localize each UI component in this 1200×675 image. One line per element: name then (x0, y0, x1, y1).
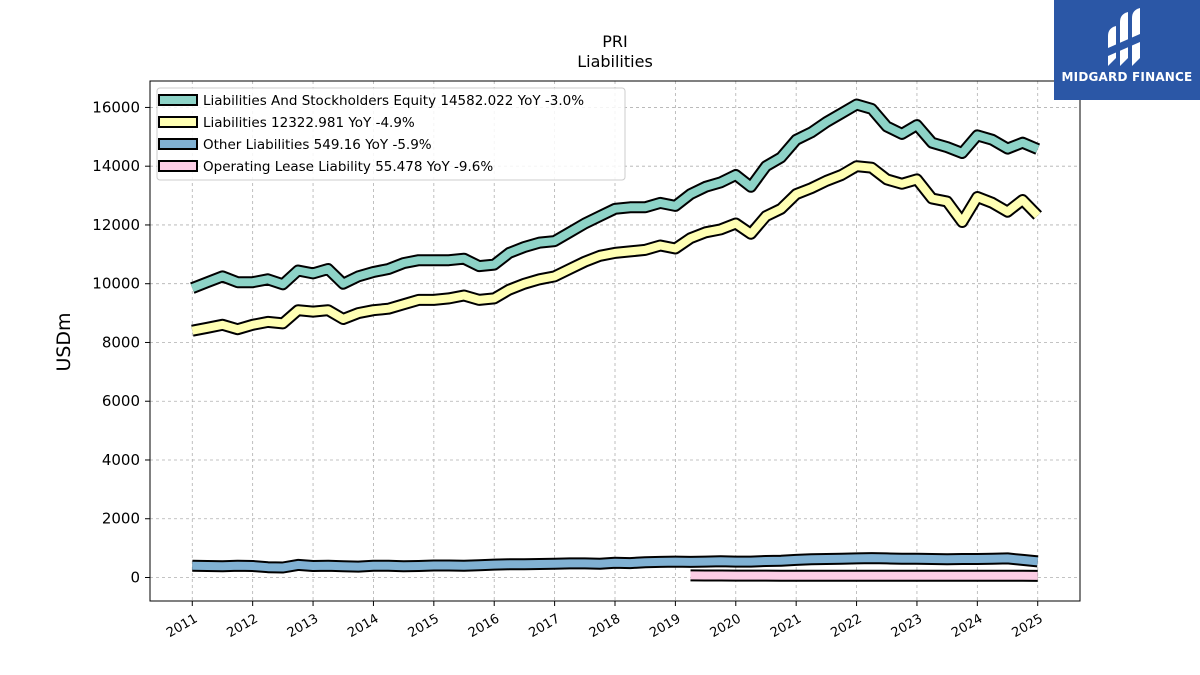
legend-swatch (158, 138, 198, 150)
series-line-liabilities-and-stockholders-equity (190, 100, 1040, 292)
series-line-other-liabilities (192, 554, 1039, 572)
legend: Liabilities And Stockholders Equity 1458… (156, 87, 626, 181)
series-line-operating-lease-liability (690, 571, 1038, 580)
x-tick-label: 2011 (164, 611, 200, 641)
x-tick-label: 2022 (828, 611, 864, 641)
plot-frame (149, 80, 1081, 602)
x-tick-label: 2021 (768, 611, 804, 641)
y-tick-label: 16000 (92, 98, 140, 116)
x-tick-label: 2014 (345, 611, 381, 641)
series-line-liabilities (191, 162, 1041, 335)
x-tick-label: 2023 (889, 611, 925, 641)
logo-mark-icon (1108, 8, 1140, 66)
legend-entry-label: Operating Lease Liability 55.478 YoY -9.… (203, 159, 493, 175)
x-tick-label: 2017 (526, 611, 562, 641)
x-tick-label: 2025 (1010, 611, 1046, 641)
y-tick-label: 4000 (102, 451, 140, 469)
legend-entry-label: Liabilities And Stockholders Equity 1458… (203, 93, 584, 109)
y-tick-label: 12000 (92, 216, 140, 234)
chart-title: PRI (602, 32, 627, 51)
x-tick-label: 2016 (466, 611, 502, 641)
y-tick-label: 2000 (102, 510, 140, 528)
legend-entry-label: Liabilities 12322.981 YoY -4.9% (203, 115, 415, 131)
y-tick-label: 14000 (92, 157, 140, 175)
legend-swatch (158, 160, 198, 172)
y-axis-label: USDm (53, 312, 75, 371)
legend-box (156, 87, 626, 181)
x-tick-label: 2018 (587, 611, 623, 641)
chart-subtitle: Liabilities (577, 52, 653, 71)
legend-entry-label: Other Liabilities 549.16 YoY -5.9% (203, 137, 432, 153)
y-tick-label: 0 (130, 568, 140, 586)
y-tick-label: 10000 (92, 275, 140, 293)
logo: MIDGARD FINANCE (1054, 0, 1200, 100)
legend-swatch (158, 94, 198, 106)
x-tick-label: 2019 (647, 611, 683, 641)
logo-text: MIDGARD FINANCE (1061, 70, 1193, 84)
series-group (190, 98, 1042, 582)
x-tick-label: 2015 (406, 611, 442, 641)
y-tick-label: 8000 (102, 333, 140, 351)
legend-swatch (158, 116, 198, 128)
x-tick-label: 2024 (949, 611, 985, 641)
x-tick-label: 2020 (708, 611, 744, 641)
x-tick-label: 2013 (285, 611, 321, 641)
x-tick-label: 2012 (225, 611, 261, 641)
y-tick-label: 6000 (102, 392, 140, 410)
